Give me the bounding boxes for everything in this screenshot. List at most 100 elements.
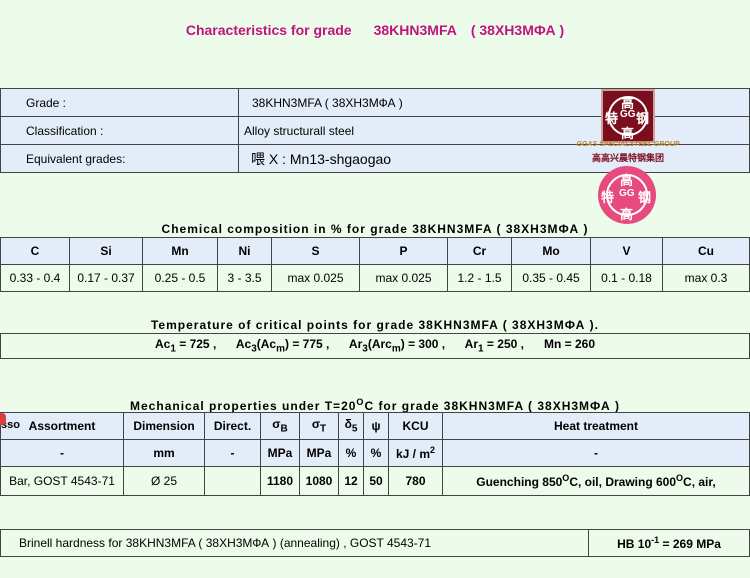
kcu-unit: kJ / m — [395, 447, 430, 461]
chem-value: 0.35 - 0.45 — [511, 264, 591, 292]
mech-header: Dimension — [123, 412, 205, 440]
mech-units-row: - mm - MPa MPa % % kJ / m2 - — [0, 439, 750, 467]
mech-cell — [204, 466, 261, 496]
mech-unit: - — [0, 439, 124, 467]
info-label: Classification : — [0, 116, 239, 145]
brinell-value: HB 10-1 = 269 MPa — [588, 529, 750, 557]
mech-header: Heat treatment — [442, 412, 750, 440]
mech-header: δ5 — [338, 412, 364, 440]
chem-header: Ni — [217, 237, 272, 265]
info-value: 38KHN3MFA ( 38ХН3МФА ) — [238, 88, 750, 117]
chem-header: Cu — [662, 237, 750, 265]
mech-unit: % — [338, 439, 364, 467]
mech-cell: Bar, GOST 4543-71 — [0, 466, 124, 496]
mech-title-part: C for grade 38KHN3MFA ( 38ХН3МФА ) — [364, 399, 620, 413]
chem-value: 0.1 - 0.18 — [590, 264, 663, 292]
heat-part: C, oil, Drawing 600 — [569, 475, 677, 489]
brinell-text: Brinell hardness for 38KHN3MFA ( 38ХН3МФ… — [0, 529, 589, 557]
logo-char: 钢 — [636, 111, 650, 126]
mech-cell: 780 — [388, 466, 443, 496]
critical-title: Temperature of critical points for grade… — [150, 318, 600, 332]
mech-unit: % — [363, 439, 389, 467]
chemical-value-row: 0.33 - 0.4 0.17 - 0.37 0.25 - 0.5 3 - 3.… — [0, 264, 750, 292]
mech-header: ψ — [363, 412, 389, 440]
chem-header: P — [359, 237, 448, 265]
broken-image-icon — [0, 413, 6, 425]
mech-title-part: Mechanical properties under T=20 — [130, 399, 357, 413]
chem-header: Cr — [447, 237, 512, 265]
mech-header-label: Assortment — [28, 419, 96, 433]
ac1-value: 725 — [189, 337, 210, 352]
brinell-value-part: = 269 MPa — [662, 537, 721, 551]
mech-cell: 1080 — [299, 466, 339, 496]
seal-char: 特 — [601, 190, 615, 205]
chem-value: 3 - 3.5 — [217, 264, 272, 292]
info-value: 喂 X : Mn13-shgaogao — [238, 144, 750, 173]
chem-value: 0.17 - 0.37 — [69, 264, 143, 292]
info-label: Grade : — [0, 88, 239, 117]
mech-header: σB — [260, 412, 300, 440]
mech-header: KCU — [388, 412, 443, 440]
title-prefix: Characteristics for grade — [185, 22, 352, 38]
chem-header: Mn — [142, 237, 218, 265]
mech-unit: mm — [123, 439, 205, 467]
brinell-value-part: HB 10 — [617, 537, 652, 551]
info-row-grade: Grade : 38KHN3MFA ( 38ХН3МФА ) — [0, 88, 750, 117]
mech-unit: - — [204, 439, 261, 467]
info-row-equivalent: Equivalent grades: 喂 X : Mn13-shgaogao — [0, 144, 750, 173]
critical-points-row: Ac1 = 725 , Ac3(Acm) = 775 , Ar3(Arcm) =… — [0, 333, 750, 359]
chem-value: 0.25 - 0.5 — [142, 264, 218, 292]
mech-unit: MPa — [299, 439, 339, 467]
mech-header-row: sso Assortment Dimension Direct. σB σT δ… — [0, 412, 750, 440]
chem-header: Mo — [511, 237, 591, 265]
heat-treatment-cell: Guenching 850OC, oil, Drawing 600OC, air… — [442, 466, 750, 496]
brinell-exponent: -1 — [651, 535, 660, 545]
seal-char: 高 — [620, 207, 634, 222]
logo-char: 高 — [621, 96, 635, 111]
critical-table: Ac1 = 725 , Ac3(Acm) = 775 , Ar3(Arcm) =… — [0, 333, 750, 359]
mech-header: Direct. — [204, 412, 261, 440]
chemical-title: Chemical composition in % for grade 38KH… — [161, 222, 589, 236]
mech-data-row: Bar, GOST 4543-71 Ø 25 1180 1080 12 50 7… — [0, 466, 750, 496]
page-title: Characteristics for grade 38KHN3MFA ( 38ХН… — [0, 22, 750, 38]
logo-char: GG — [620, 109, 636, 120]
info-row-classification: Classification : Alloy structurall steel — [0, 116, 750, 145]
mn-value: 260 — [574, 337, 596, 352]
mech-unit: kJ / m2 — [388, 439, 443, 467]
logo-char: 特 — [605, 111, 619, 126]
mech-header: sso Assortment — [0, 412, 124, 440]
logo-char: 高 — [621, 126, 635, 141]
chem-value: 1.2 - 1.5 — [447, 264, 512, 292]
chem-header: C — [0, 237, 70, 265]
company-name-en: GGAS SPECIALSTEEL GROUP — [576, 141, 680, 148]
chem-header: S — [271, 237, 360, 265]
heat-part: C, air, — [683, 475, 716, 489]
seal-char: 高 — [620, 173, 634, 188]
info-value: Alloy structurall steel — [238, 116, 750, 145]
mechanical-title: Mechanical properties under T=20OC for g… — [130, 397, 620, 413]
title-grade-ru: ( 38ХН3МФА ) — [470, 22, 565, 38]
chem-value: 0.33 - 0.4 — [0, 264, 70, 292]
brinell-table: Brinell hardness for 38KHN3MFA ( 38ХН3МФ… — [0, 529, 750, 557]
mech-header: σT — [299, 412, 339, 440]
chemical-header-row: C Si Mn Ni S P Cr Mo V Cu — [0, 237, 750, 265]
ar3-value: 300 — [418, 337, 439, 352]
chem-header: Si — [69, 237, 143, 265]
seal-char: 钢 — [638, 190, 652, 205]
company-name-cn: 高高兴晨特钢集团 — [591, 153, 664, 163]
mech-cell: Ø 25 — [123, 466, 205, 496]
mechanical-table: sso Assortment Dimension Direct. σB σT δ… — [0, 412, 750, 496]
company-logo: 高 特 GG 钢 高 — [601, 89, 655, 143]
mech-cell: 50 — [363, 466, 389, 496]
mech-cell: 1180 — [260, 466, 300, 496]
mech-unit: MPa — [260, 439, 300, 467]
company-seal: 高 特 GG 钢 高 — [598, 166, 656, 224]
mech-unit: - — [442, 439, 750, 467]
mech-cell: 12 — [338, 466, 364, 496]
ac3-value: 775 — [302, 337, 323, 352]
chem-value: max 0.025 — [359, 264, 448, 292]
ar1-value: 250 — [497, 337, 518, 352]
info-label: Equivalent grades: — [0, 144, 239, 173]
heat-part: Guenching 850 — [476, 475, 563, 489]
chem-value: max 0.025 — [271, 264, 360, 292]
